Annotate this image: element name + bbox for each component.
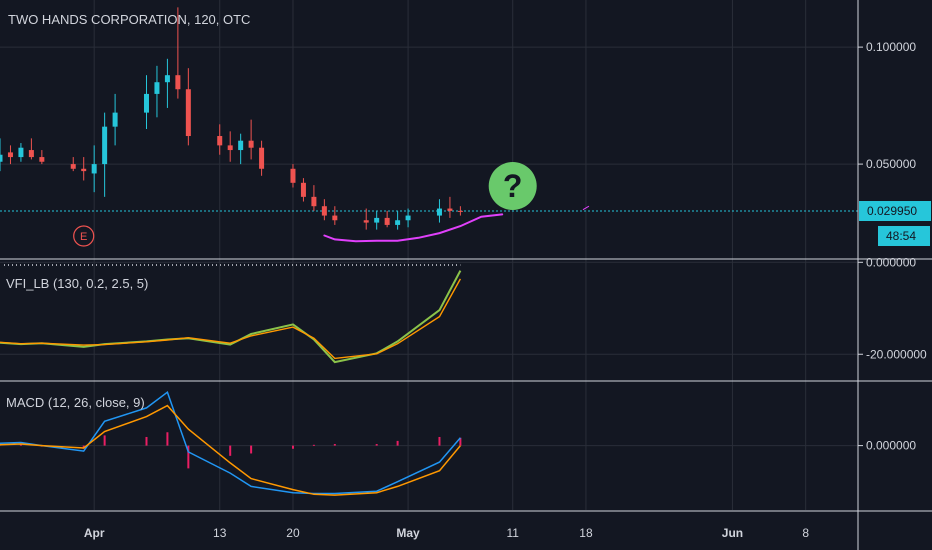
time-axis-label: 11 — [506, 526, 519, 540]
candle-body[interactable] — [447, 208, 453, 211]
earnings-marker-label: E — [80, 231, 87, 243]
price-axis[interactable]: 0.100000 0.050000 0.000000 -20.000000 0.0000… — [858, 40, 931, 453]
countdown-label: 48:54 — [886, 229, 916, 243]
candle-body[interactable] — [91, 164, 97, 174]
vfi-axis-label: -20.000000 — [866, 347, 927, 361]
macd-axis-label: 0.000000 — [866, 439, 916, 453]
vfi-indicator-label[interactable]: VFI_LB (130, 0.2, 2.5, 5) — [6, 276, 148, 291]
macd-pane[interactable] — [0, 390, 462, 496]
candle-body[interactable] — [102, 126, 108, 165]
candle-body[interactable] — [395, 220, 401, 225]
candle-body[interactable] — [238, 140, 244, 151]
macd-histogram-bar — [187, 445, 190, 469]
macd-histogram-bar — [333, 444, 336, 446]
drawing-tick — [582, 205, 590, 211]
chart-title: TWO HANDS CORPORATION, 120, OTC — [8, 12, 250, 27]
time-axis-label: 8 — [802, 526, 809, 540]
macd-histogram-bar — [19, 444, 22, 446]
macd-histogram-bar — [291, 445, 294, 449]
time-axis-label: 13 — [213, 526, 227, 540]
earnings-marker[interactable] — [73, 225, 95, 247]
candle-body[interactable] — [436, 208, 442, 216]
candle-body[interactable] — [175, 75, 181, 90]
candle-body[interactable] — [70, 164, 76, 169]
macd-histogram-bar — [229, 445, 232, 456]
macd-histogram-bar — [438, 436, 441, 446]
price-axis-label: 0.050000 — [866, 157, 916, 171]
candle-body[interactable] — [81, 168, 87, 172]
candle-body[interactable] — [154, 82, 160, 94]
macd-histogram-bar — [459, 437, 462, 446]
last-price-tag[interactable] — [859, 201, 931, 222]
candle-body[interactable] — [384, 217, 390, 225]
question-bubble[interactable] — [488, 162, 537, 210]
candle-body[interactable] — [28, 150, 34, 158]
candle-body[interactable] — [290, 168, 296, 183]
price-pane[interactable]: E? — [0, 7, 858, 247]
candle-body[interactable] — [39, 157, 45, 162]
vfi-pane[interactable] — [0, 264, 462, 364]
candle-body[interactable] — [112, 112, 118, 127]
candle-body[interactable] — [405, 215, 411, 221]
time-axis-label: Jun — [722, 526, 743, 540]
vfi-axis-label: 0.000000 — [866, 255, 916, 269]
countdown-tag — [878, 226, 930, 247]
time-axis-label: May — [396, 526, 420, 540]
candle-body[interactable] — [311, 196, 317, 207]
time-axis-label: 18 — [579, 526, 593, 540]
question-mark: ? — [503, 168, 523, 204]
candle-body[interactable] — [259, 147, 265, 169]
candle-body[interactable] — [457, 210, 463, 212]
cup-drawing[interactable] — [323, 213, 504, 243]
candle-body[interactable] — [217, 136, 223, 146]
time-axis-label: Apr — [84, 526, 105, 540]
candle-body[interactable] — [7, 152, 13, 158]
macd-indicator-label[interactable]: MACD (12, 26, close, 9) — [6, 395, 145, 410]
candle-body[interactable] — [374, 217, 380, 223]
candle-body[interactable] — [143, 93, 149, 113]
macd-histogram-bar — [103, 435, 106, 446]
chart-grid — [0, 0, 858, 510]
vfi-signal-line — [0, 278, 462, 360]
macd-histogram-bar — [166, 432, 169, 446]
price-axis-label: 0.100000 — [866, 40, 916, 54]
candle-body[interactable] — [0, 154, 3, 162]
macd-histogram-bar — [312, 444, 315, 446]
vfi-line — [0, 270, 462, 364]
time-axis[interactable]: Apr 13 20 May 11 18 Jun 8 — [84, 526, 810, 540]
candle-body[interactable] — [185, 89, 191, 137]
macd-histogram-bar — [375, 444, 378, 446]
candle-body[interactable] — [363, 220, 369, 223]
macd-signal-line — [0, 404, 461, 496]
last-price-tag-label: 0.029950 — [867, 204, 917, 218]
candle-body[interactable] — [321, 206, 327, 216]
candle-body[interactable] — [248, 140, 254, 148]
candle-body[interactable] — [300, 182, 306, 197]
candle-body[interactable] — [18, 147, 24, 158]
macd-histogram-bar — [250, 445, 253, 454]
candle-body[interactable] — [227, 145, 233, 151]
macd-histogram-bar — [145, 436, 148, 446]
macd-histogram-bar — [396, 440, 399, 446]
candle-body[interactable] — [164, 75, 170, 83]
candle-body[interactable] — [332, 215, 338, 221]
macd-line — [0, 390, 461, 495]
time-axis-label: 20 — [286, 526, 300, 540]
